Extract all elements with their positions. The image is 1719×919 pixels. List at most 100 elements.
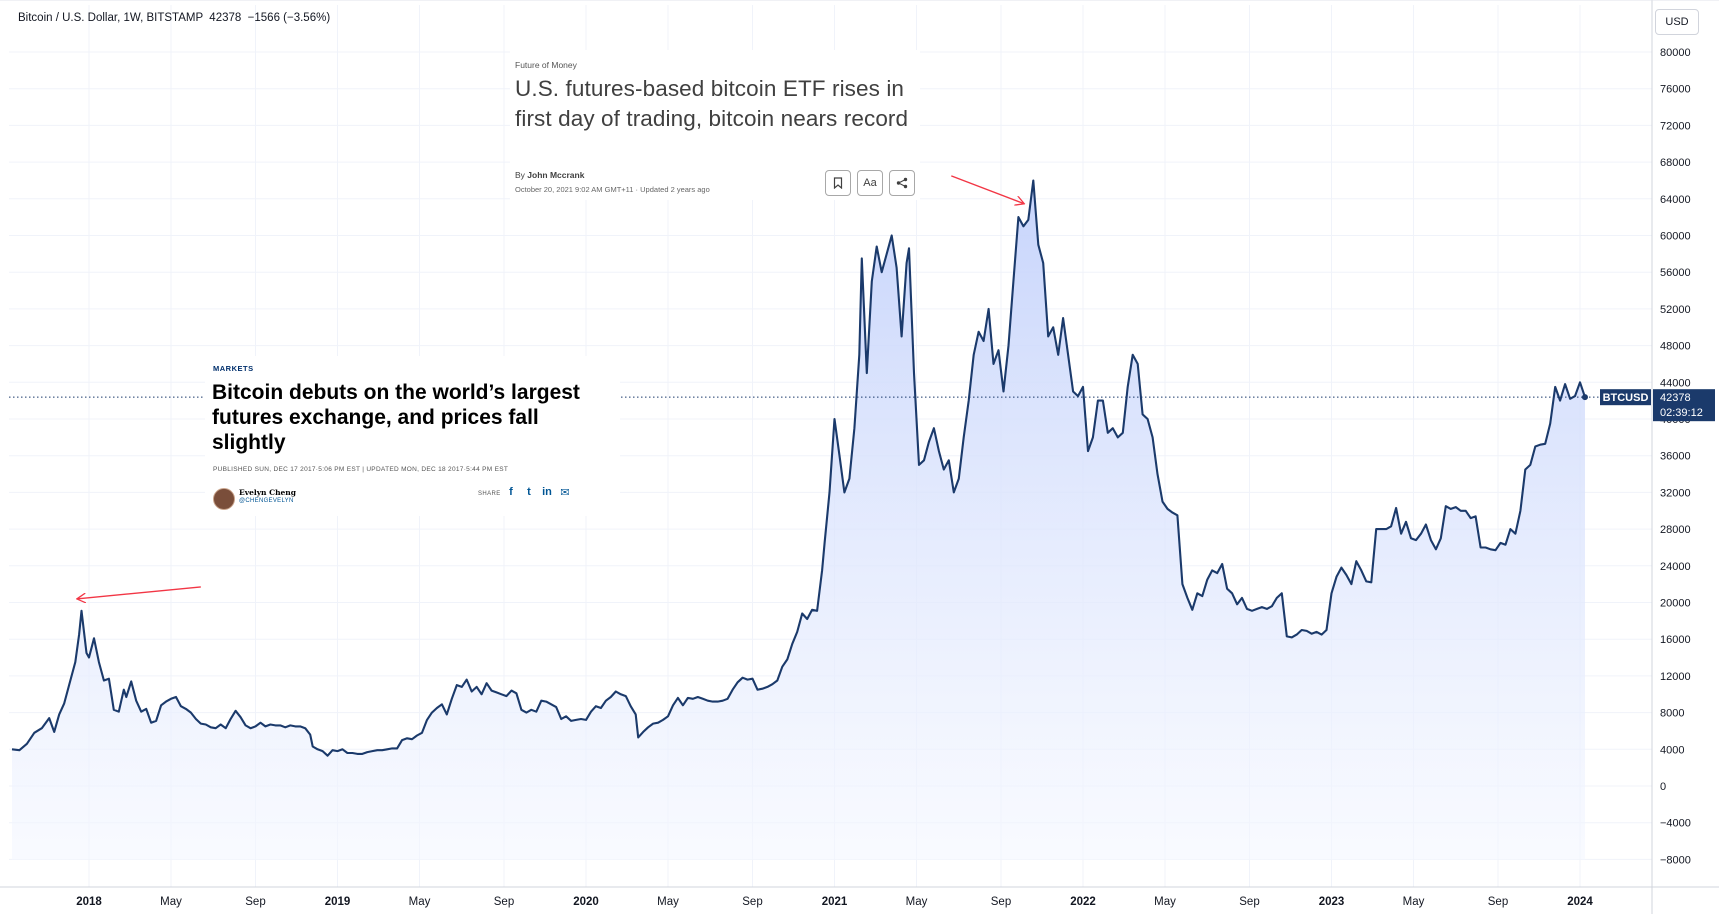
price-point	[918, 464, 919, 465]
price-point	[1326, 629, 1327, 630]
price-point	[551, 704, 552, 705]
cnbc-published: PUBLISHED SUN, DEC 17 2017·5:06 PM EST |…	[213, 466, 509, 473]
price-point	[712, 701, 713, 702]
price-point	[1475, 516, 1476, 517]
price-point	[881, 272, 882, 273]
price-point	[886, 253, 887, 254]
y-tick-label: 36000	[1660, 451, 1691, 463]
price-point	[1336, 576, 1337, 577]
facebook-icon[interactable]: f	[509, 486, 513, 498]
y-tick-label: 44000	[1660, 377, 1691, 389]
price-point	[1142, 414, 1143, 415]
price-point	[1480, 547, 1481, 548]
price-point	[1232, 593, 1233, 594]
price-point	[19, 750, 20, 751]
price-point	[205, 724, 206, 725]
price-point	[802, 613, 803, 614]
price-point	[436, 707, 437, 708]
reuters-section: Future of Money	[515, 60, 577, 70]
share-icon[interactable]	[889, 170, 915, 196]
symbol-legend: Bitcoin / U.S. Dollar, 1W, BITSTAMP 4237…	[18, 12, 330, 24]
price-point	[571, 720, 572, 721]
annotation-arrow	[951, 175, 1023, 204]
price-point	[1068, 354, 1069, 355]
bookmark-icon[interactable]	[825, 170, 851, 196]
price-point	[615, 691, 616, 692]
price-point	[108, 678, 109, 679]
price-point	[576, 719, 577, 720]
price-point	[1157, 474, 1158, 475]
price-point	[737, 682, 738, 683]
price-point	[1048, 336, 1049, 337]
reuters-author: John Mccrank	[527, 170, 585, 180]
price-point	[59, 714, 60, 715]
price-point	[466, 679, 467, 680]
price-point	[476, 686, 477, 687]
price-point	[215, 728, 216, 729]
price-tag-bg	[1653, 389, 1715, 422]
x-tick-label: Sep	[742, 896, 762, 908]
price-point	[170, 698, 171, 699]
x-tick-label: 2022	[1070, 896, 1096, 908]
price-point	[1291, 637, 1292, 638]
price-point	[210, 727, 211, 728]
linkedin-icon[interactable]: in	[542, 486, 552, 498]
price-point	[1261, 607, 1262, 608]
y-tick-label: 76000	[1660, 84, 1691, 96]
price-point	[722, 700, 723, 701]
price-point	[590, 711, 591, 712]
price-point	[682, 705, 683, 706]
twitter-icon[interactable]: t	[527, 486, 531, 498]
price-point	[372, 751, 373, 752]
price-point	[727, 698, 728, 699]
price-point	[165, 701, 166, 702]
price-point	[1063, 318, 1064, 319]
price-point	[600, 707, 601, 708]
price-point	[1197, 593, 1198, 594]
price-point	[620, 694, 621, 695]
price-point	[1167, 508, 1168, 509]
price-point	[136, 700, 137, 701]
currency-button[interactable]: USD	[1655, 9, 1699, 35]
price-point	[817, 610, 818, 611]
price-point	[1396, 507, 1397, 508]
price-point	[1490, 549, 1491, 550]
price-point	[1023, 226, 1024, 227]
text-size-button[interactable]: Aa	[857, 170, 883, 196]
price-point	[131, 681, 132, 682]
price-point	[81, 610, 82, 611]
price-point	[866, 373, 867, 374]
price-point	[290, 725, 291, 726]
price-point	[923, 460, 924, 461]
price-point	[1450, 508, 1451, 509]
price-point	[536, 711, 537, 712]
price-point	[103, 680, 104, 681]
price-point	[1460, 510, 1461, 511]
price-point	[1127, 386, 1128, 387]
price-point	[1485, 547, 1486, 548]
price-point	[86, 652, 87, 653]
x-tick-label: May	[409, 896, 431, 908]
email-icon[interactable]: ✉	[560, 487, 570, 499]
price-point	[352, 752, 353, 753]
price-point	[844, 492, 845, 493]
price-point	[988, 308, 989, 309]
price-point	[1440, 538, 1441, 539]
price-point	[93, 638, 94, 639]
cnbc-article-clipping: MARKETS Bitcoin debuts on the world’s la…	[205, 356, 620, 516]
cnbc-share-label: SHARE	[478, 491, 501, 497]
x-tick-label: 2018	[76, 896, 102, 908]
price-point	[1296, 634, 1297, 635]
x-tick-label: Sep	[245, 896, 265, 908]
reuters-date: October 20, 2021 9:02 AM GMT+11 · Update…	[515, 185, 710, 194]
y-tick-label: 48000	[1660, 341, 1691, 353]
price-line[interactable]	[11, 179, 1586, 757]
price-point	[1276, 597, 1277, 598]
x-tick-label: 2019	[325, 896, 351, 908]
price-point	[1003, 391, 1004, 392]
price-point	[471, 691, 472, 692]
price-point	[392, 748, 393, 749]
price-point	[1058, 354, 1059, 355]
price-point	[1525, 469, 1526, 470]
price-point	[1356, 561, 1357, 562]
